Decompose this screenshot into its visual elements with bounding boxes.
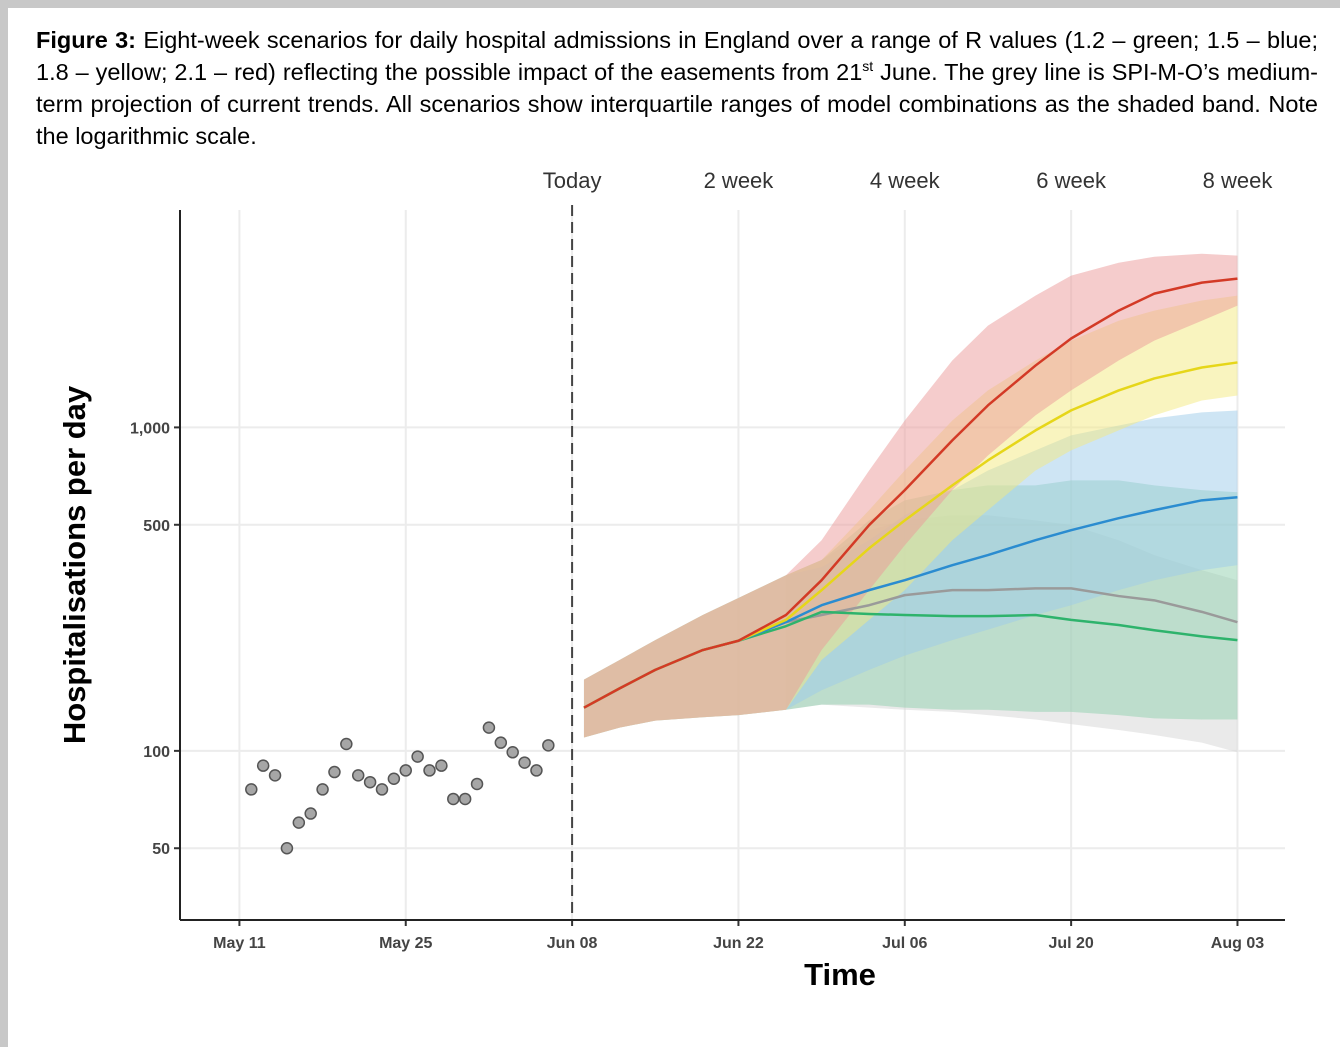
x-tick-label: Jul 06 (882, 935, 927, 952)
observed-point (542, 739, 555, 752)
period-label: Today (543, 168, 602, 193)
observed-point (292, 816, 306, 829)
caption-text-end: June. The grey line is SPI-M-O’s medium-… (36, 59, 1318, 149)
observed-point (399, 764, 413, 777)
x-tick-label: May 25 (379, 935, 432, 952)
y-axis-title: Hospitalisations per day (57, 385, 92, 744)
x-tick-label: Jun 22 (713, 935, 764, 952)
x-axis-title: Time (804, 957, 876, 992)
observed-point (423, 764, 436, 777)
observed-point (506, 746, 519, 759)
x-tick-label: Jul 20 (1048, 935, 1093, 952)
y-tick-label: 100 (143, 744, 170, 761)
observed-point (316, 783, 329, 796)
period-label: 8 week (1203, 168, 1274, 193)
observed-point (363, 775, 377, 789)
observed-point (256, 759, 270, 772)
y-tick-label: 500 (143, 518, 170, 535)
observed-point (387, 772, 401, 785)
x-tick-label: Jun 08 (547, 935, 598, 952)
observed-point (328, 765, 341, 779)
caption-text: Eight-week scenarios for daily hospital … (36, 27, 1318, 85)
observed-point (280, 841, 294, 855)
observed-point (245, 783, 258, 796)
caption-sup: st (862, 58, 874, 75)
period-label: 2 week (704, 168, 775, 193)
caption: Figure 3: Eight-week scenarios for daily… (36, 24, 1318, 152)
observed-point (351, 769, 365, 782)
caption-label: Figure 3: (36, 27, 137, 53)
band (583, 253, 1238, 738)
observed-point (470, 777, 484, 791)
line (583, 277, 1238, 709)
period-label: 6 week (1036, 168, 1107, 193)
line (785, 587, 1238, 624)
period-label: 4 week (870, 168, 941, 193)
observed-point (375, 783, 389, 796)
y-tick-label: 50 (152, 841, 170, 858)
observed-point (530, 764, 543, 777)
observed-point (340, 737, 353, 751)
observed-point (518, 756, 531, 769)
observed-point (447, 792, 460, 806)
observed-point (411, 750, 424, 763)
x-tick-label: May 11 (213, 935, 266, 952)
observed-point (435, 759, 448, 772)
observed-point (268, 769, 282, 782)
observed-point (458, 792, 472, 806)
observed-point (304, 807, 317, 820)
x-tick-label: Aug 03 (1211, 935, 1264, 952)
y-tick-label: 1,000 (130, 420, 170, 437)
observed-point (482, 721, 496, 734)
observed-point (494, 736, 508, 749)
